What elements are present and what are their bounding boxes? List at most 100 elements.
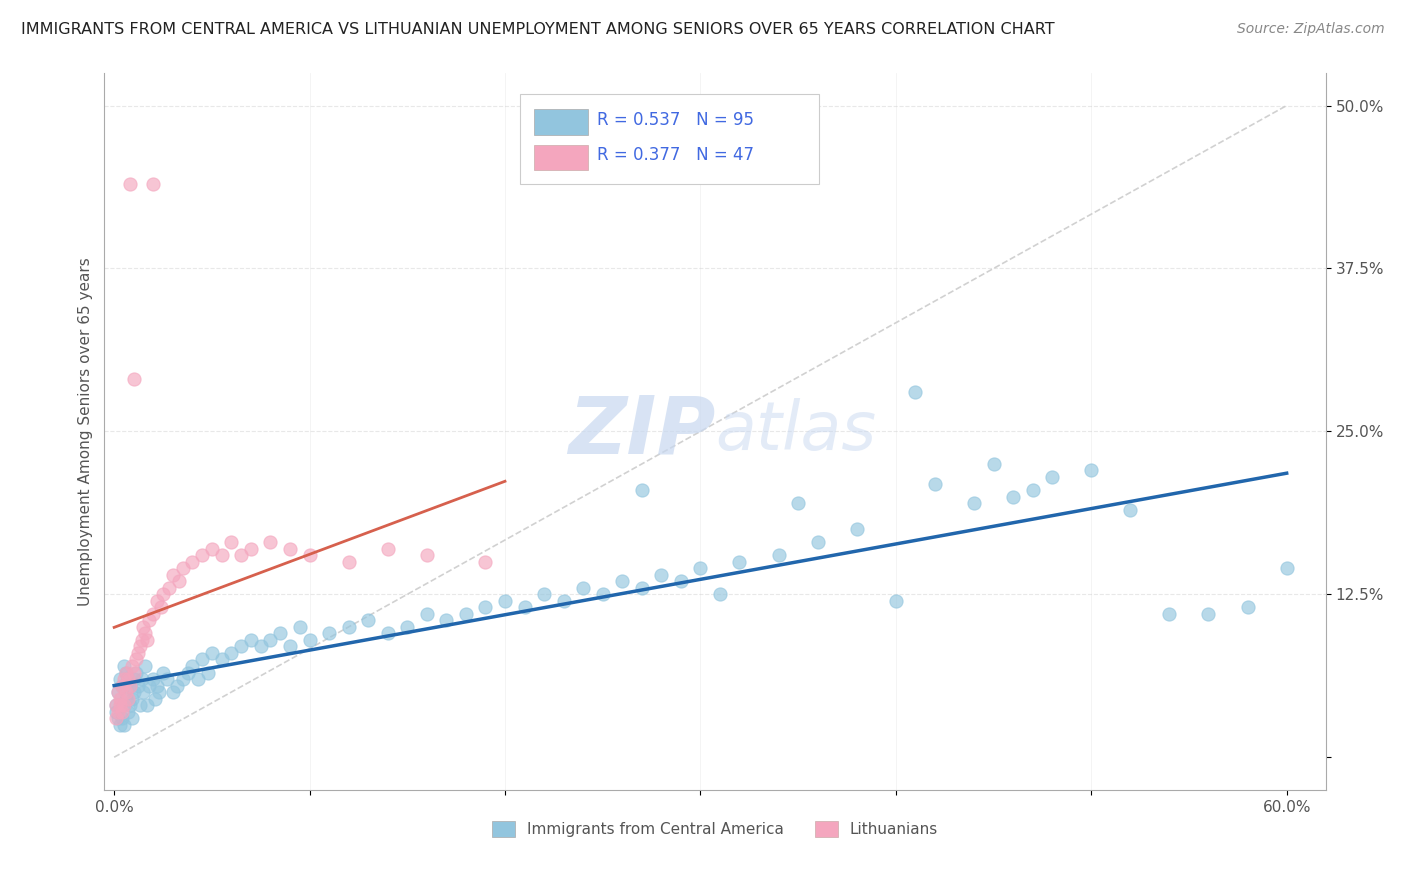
Point: [1021, 483, 1043, 497]
Point: [650, 567, 672, 582]
Point: [131, 672, 153, 686]
Point: [138, 613, 160, 627]
Text: ZIP: ZIP: [568, 392, 716, 470]
Point: [884, 594, 907, 608]
Point: [1080, 463, 1102, 477]
Point: [121, 711, 143, 725]
Point: [121, 659, 143, 673]
FancyBboxPatch shape: [520, 95, 818, 184]
Point: [111, 705, 134, 719]
Point: [121, 691, 143, 706]
Point: [377, 541, 399, 556]
Point: [122, 372, 145, 386]
Point: [728, 555, 751, 569]
Point: [112, 698, 135, 712]
Point: [112, 659, 135, 673]
Text: atlas: atlas: [716, 399, 876, 465]
Point: [118, 679, 141, 693]
Point: [118, 679, 141, 693]
Point: [513, 600, 536, 615]
Point: [105, 711, 128, 725]
Point: [211, 652, 233, 666]
Point: [112, 672, 135, 686]
Point: [132, 685, 155, 699]
Point: [1159, 607, 1181, 621]
Point: [136, 698, 159, 712]
Point: [124, 652, 146, 666]
Point: [278, 640, 301, 654]
Point: [136, 632, 159, 647]
Point: [134, 626, 156, 640]
Point: [167, 574, 190, 589]
Point: [434, 613, 457, 627]
Text: IMMIGRANTS FROM CENTRAL AMERICA VS LITHUANIAN UNEMPLOYMENT AMONG SENIORS OVER 65: IMMIGRANTS FROM CENTRAL AMERICA VS LITHU…: [21, 22, 1054, 37]
Point: [197, 665, 219, 680]
Point: [107, 685, 129, 699]
Point: [630, 483, 652, 497]
Point: [201, 541, 224, 556]
Legend: Immigrants from Central America, Lithuanians: Immigrants from Central America, Lithuan…: [486, 815, 945, 844]
Point: [112, 717, 135, 731]
Point: [377, 626, 399, 640]
Point: [416, 548, 439, 562]
Point: [146, 679, 169, 693]
Point: [221, 535, 243, 549]
Point: [115, 665, 138, 680]
Point: [288, 620, 311, 634]
Point: [807, 535, 830, 549]
Point: [162, 685, 184, 699]
Point: [181, 555, 204, 569]
Point: [689, 561, 711, 575]
Point: [150, 600, 173, 615]
Point: [983, 457, 1005, 471]
Point: [107, 685, 129, 699]
Point: [124, 665, 146, 680]
Point: [143, 691, 166, 706]
Point: [118, 698, 141, 712]
Point: [298, 548, 321, 562]
Point: [152, 665, 174, 680]
Point: [1198, 607, 1220, 621]
Point: [122, 685, 145, 699]
Point: [904, 385, 927, 400]
Point: [612, 574, 634, 589]
Point: [337, 555, 360, 569]
Point: [122, 665, 145, 680]
Point: [108, 672, 131, 686]
Point: [924, 476, 946, 491]
Point: [115, 665, 138, 680]
Point: [117, 705, 139, 719]
Point: [148, 685, 170, 699]
Point: [166, 679, 188, 693]
Point: [112, 698, 135, 712]
Point: [1002, 490, 1025, 504]
Point: [172, 561, 194, 575]
Point: [259, 632, 281, 647]
Point: [709, 587, 731, 601]
Text: R = 0.377   N = 47: R = 0.377 N = 47: [596, 146, 754, 164]
Point: [239, 541, 262, 556]
Point: [105, 705, 128, 719]
Point: [318, 626, 340, 640]
Point: [152, 587, 174, 601]
FancyBboxPatch shape: [534, 109, 588, 135]
Y-axis label: Unemployment Among Seniors over 65 years: Unemployment Among Seniors over 65 years: [79, 257, 93, 606]
Point: [105, 698, 128, 712]
Point: [592, 587, 614, 601]
Point: [357, 613, 380, 627]
Point: [122, 672, 145, 686]
Point: [416, 607, 439, 621]
Point: [146, 594, 169, 608]
Point: [572, 581, 595, 595]
Point: [108, 691, 131, 706]
Point: [1119, 502, 1142, 516]
Point: [132, 620, 155, 634]
Point: [1275, 561, 1298, 575]
Point: [494, 594, 516, 608]
Point: [127, 679, 149, 693]
Point: [142, 607, 165, 621]
Point: [142, 177, 165, 191]
Point: [269, 626, 291, 640]
Point: [201, 646, 224, 660]
Point: [107, 711, 129, 725]
